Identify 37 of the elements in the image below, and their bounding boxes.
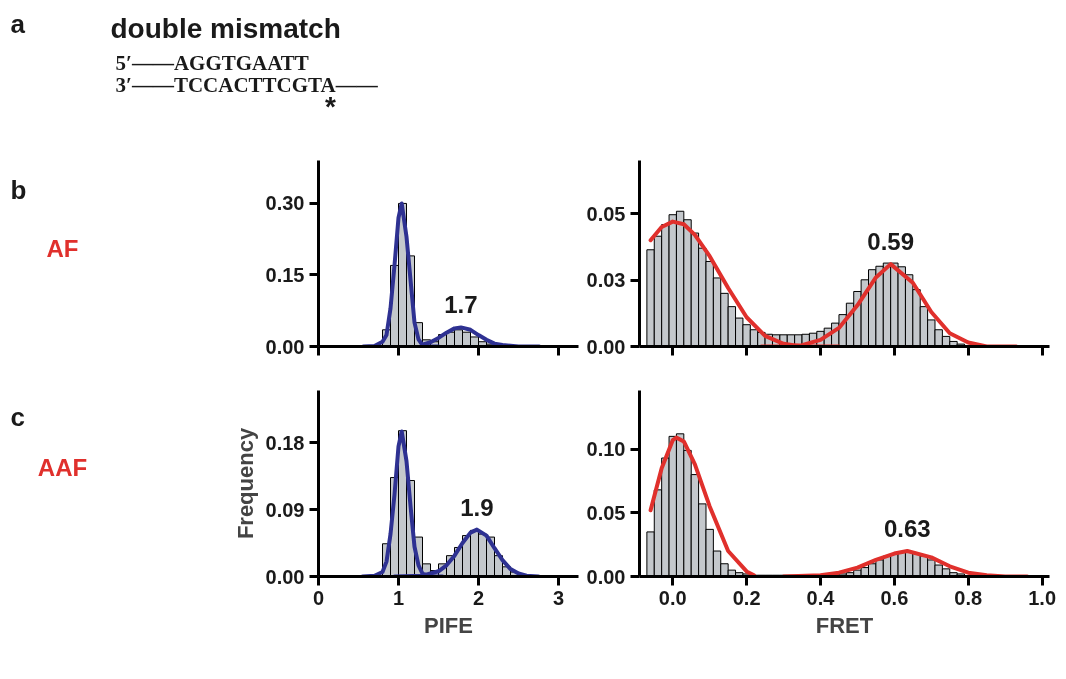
text: AAF <box>37 453 88 481</box>
y-tick-label: 0.15 <box>265 263 305 286</box>
annotation: 1.7 <box>444 291 478 319</box>
y-tick-label: 0.05 <box>586 202 626 225</box>
x-tick-label: 0.6 <box>880 586 909 609</box>
text: c <box>10 402 25 433</box>
y-tick-label: 0.00 <box>586 565 626 588</box>
y-axis-title: Frequency <box>232 427 258 540</box>
text: b <box>10 174 27 205</box>
x-tick-label: 1.0 <box>1028 586 1057 609</box>
x-tick-label: 0.0 <box>658 586 687 609</box>
y-tick-label: 0.03 <box>586 269 626 292</box>
x-axis-title: FRET <box>815 612 874 638</box>
y-tick-label: 0.00 <box>265 335 305 358</box>
y-tick-label: 0.30 <box>265 192 305 215</box>
text: a <box>10 8 26 39</box>
x-tick-label: 2 <box>472 586 485 609</box>
x-tick-label: 0.8 <box>954 586 983 609</box>
y-tick-label: 0.10 <box>586 438 626 461</box>
x-tick-label: 0.2 <box>732 586 761 609</box>
text: 3′——TCCACTTCGTA—— <box>115 72 379 97</box>
x-tick-label: 3 <box>552 586 565 609</box>
annotation: 0.59 <box>867 228 915 256</box>
text: double mismatch <box>110 12 341 44</box>
y-tick-label: 0.05 <box>586 501 626 524</box>
x-tick-label: 1 <box>392 586 405 609</box>
x-axis-title: PIFE <box>424 612 473 638</box>
y-tick-label: 0.00 <box>586 335 626 358</box>
x-tick-label: 0.4 <box>806 586 836 609</box>
y-tick-label: 0.00 <box>265 565 305 588</box>
text: AF <box>46 235 79 263</box>
x-tick-label: 0 <box>312 586 325 609</box>
y-tick-label: 0.18 <box>265 431 305 454</box>
text: 5′——AGGTGAATT <box>115 50 309 75</box>
annotation: 1.9 <box>460 493 494 521</box>
annotation: 0.63 <box>883 515 931 543</box>
y-tick-label: 0.09 <box>265 498 305 521</box>
